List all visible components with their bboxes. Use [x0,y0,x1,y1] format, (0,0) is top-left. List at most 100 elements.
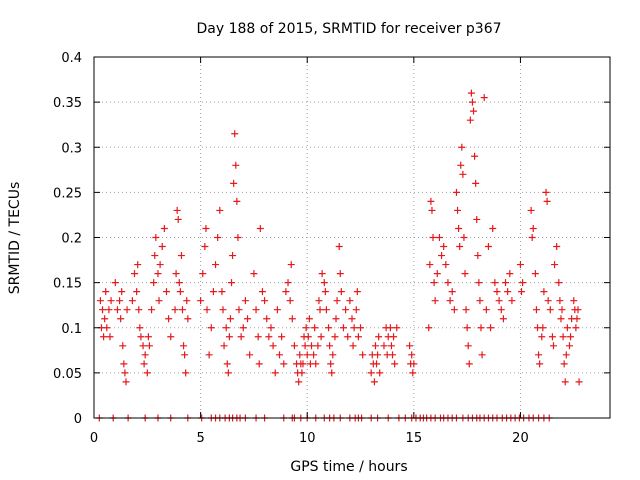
data-point [464,342,472,350]
data-point [145,342,153,350]
data-point [282,288,290,296]
data-point [135,306,143,314]
data-point [171,306,179,314]
data-point [241,297,249,305]
data-point [410,360,418,368]
data-point [562,351,570,359]
data-point [339,324,347,332]
data-point [312,360,320,368]
data-point [220,342,228,350]
data-point [223,360,231,368]
data-point [160,224,168,232]
data-points [95,89,583,422]
data-point [431,297,439,305]
data-point [201,243,209,251]
data-point [468,98,476,106]
data-point [156,261,164,269]
data-point [457,161,465,169]
data-point [326,342,334,350]
data-point [154,270,162,278]
data-point [328,369,336,377]
data-point [214,234,222,241]
data-point [311,324,319,332]
data-point [333,297,341,305]
data-point [561,378,569,386]
data-point [344,333,352,341]
data-point [531,270,539,278]
data-point [136,324,144,332]
data-point [111,279,119,287]
data-point [276,351,284,359]
data-point [178,306,186,314]
data-point [116,297,124,305]
data-point [254,333,262,341]
data-point [205,351,213,359]
data-point [456,243,464,251]
data-point [435,234,443,241]
data-point [376,369,384,377]
x-tick-label: 5 [196,431,204,446]
data-point [256,224,264,232]
data-point [387,342,395,350]
data-point [518,288,526,296]
data-point [100,333,108,341]
data-point [122,378,130,386]
data-point [555,279,563,287]
data-point [151,252,159,260]
data-point [181,351,189,359]
data-point [389,351,397,359]
data-point [202,224,210,232]
data-point [216,206,224,214]
data-point [527,206,535,214]
x-axis-label: GPS time / hours [290,459,407,475]
data-point [448,288,456,296]
x-tick-label: 15 [406,431,423,446]
data-point [226,315,234,323]
data-point [454,206,462,214]
data-point [203,306,211,314]
data-point [349,342,357,350]
data-point [565,342,573,350]
data-point [375,333,383,341]
data-point [107,297,115,305]
data-point [428,206,436,214]
data-point [137,333,145,341]
chart-title: Day 188 of 2015, SRMTID for receiver p36… [196,21,501,37]
data-point [406,342,414,350]
data-point [318,270,326,278]
data-point [359,351,367,359]
data-point [172,270,180,278]
data-point [101,315,109,323]
data-point [218,288,226,296]
data-point [553,243,561,251]
data-point [352,306,360,314]
data-point [570,297,578,305]
data-point [131,270,139,278]
data-point [222,324,230,332]
data-point [504,288,512,296]
data-point [373,360,381,368]
data-point [342,306,350,314]
data-point [519,279,527,287]
x-tick-label: 20 [512,431,529,446]
data-point [105,306,113,314]
data-point [325,324,333,332]
data-point [539,324,547,332]
data-point [234,234,242,241]
data-point [230,179,238,187]
data-point [336,270,344,278]
data-point [442,261,450,269]
data-point [225,333,233,341]
data-point [460,234,468,241]
data-point [286,297,294,305]
data-point [332,315,340,323]
data-point [558,306,566,314]
data-point [174,215,182,223]
data-point [134,261,142,269]
data-point [315,297,323,305]
data-point [497,306,505,314]
data-point [535,351,543,359]
data-point [255,360,263,368]
data-point [305,315,313,323]
data-point [493,288,501,296]
